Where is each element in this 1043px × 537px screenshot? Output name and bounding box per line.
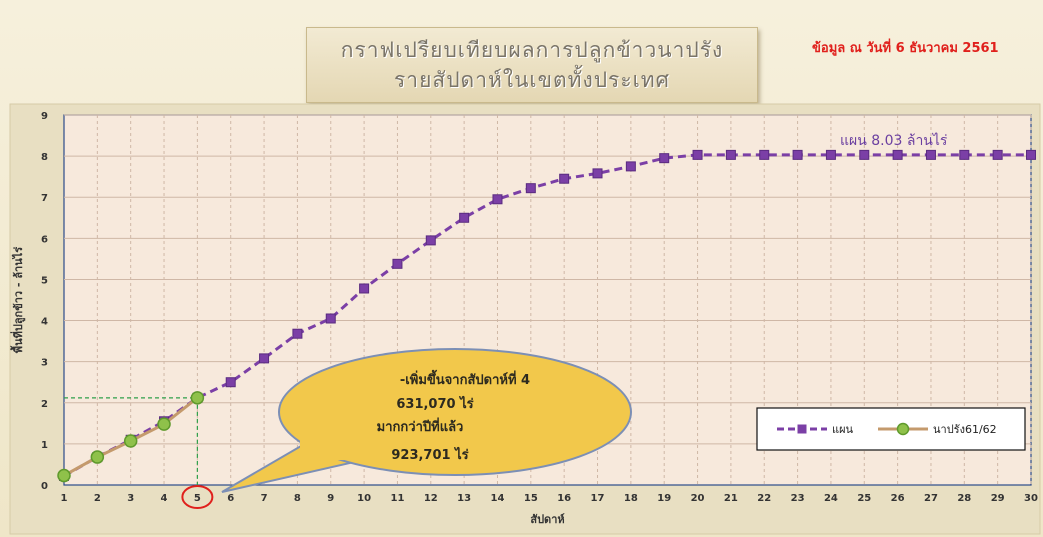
plan-point (725, 149, 736, 160)
actual-point (123, 434, 138, 448)
x-tick-label: 21 (724, 493, 738, 504)
x-tick-label: 23 (791, 493, 805, 504)
plan-point (792, 149, 803, 160)
x-tick-label: 17 (591, 493, 605, 504)
chart-title-line-1: กราฟเปรียบเทียบผลการปลูกข้าวนาปรัง (340, 38, 724, 62)
y-tick-label: 2 (41, 399, 48, 410)
plan-point (825, 149, 836, 160)
x-tick-label: 24 (824, 493, 838, 504)
x-tick-label: 11 (390, 493, 404, 504)
x-tick-label: 9 (327, 493, 334, 504)
plan-point (859, 149, 870, 160)
plan-point (325, 313, 336, 324)
highlight-circle (181, 485, 214, 509)
y-tick-label: 1 (41, 440, 48, 451)
plan-point (1026, 149, 1036, 160)
x-tick-label: 28 (957, 493, 971, 504)
legend-actual-label: นาปรัง61/62 (933, 423, 997, 436)
plan-point (392, 258, 403, 269)
actual-point (57, 468, 71, 483)
x-tick-label: 10 (357, 493, 371, 504)
actual-point (190, 391, 205, 405)
x-tick-label: 1 (61, 493, 68, 504)
y-axis-title: พื้นที่ปลูกข้าว - ล้านไร่ (10, 247, 26, 353)
x-tick-label: 2 (94, 493, 101, 504)
x-tick-label: 16 (557, 493, 571, 504)
plan-point (925, 149, 936, 160)
chart-title-line-2: รายสัปดาห์ในเขตทั้งประเทศ (394, 68, 670, 92)
y-tick-label: 7 (41, 193, 48, 204)
data-date-note: ข้อมูล ณ วันที่ 6 ธันวาคม 2561 (812, 41, 999, 56)
x-tick-label: 14 (491, 493, 505, 504)
legend-plan-marker (797, 424, 807, 434)
plan-point (659, 153, 670, 164)
y-tick-label: 4 (41, 317, 48, 328)
x-tick-label: 29 (991, 493, 1005, 504)
plan-point (625, 161, 636, 172)
plan-point (592, 168, 603, 179)
callout-line-4: 923,701 ไร่ (391, 446, 468, 463)
y-tick-label: 3 (41, 358, 48, 369)
x-tick-label: 30 (1024, 493, 1038, 504)
plan-point (992, 149, 1003, 160)
x-tick-label: 22 (757, 493, 771, 504)
y-tick-label: 0 (41, 481, 48, 492)
callout-line-2: 631,070 ไร่ (396, 395, 473, 412)
legend-plan-label: แผน (832, 423, 854, 436)
callout-line-1: -เพิ่มขึ้นจากสัปดาห์ที่ 4 (400, 369, 530, 388)
plan-point (225, 377, 236, 388)
plan-point (959, 149, 970, 160)
callout-bubble: -เพิ่มขึ้นจากสัปดาห์ที่ 4 631,070 ไร่มากก… (221, 348, 632, 493)
plan-point (892, 149, 903, 160)
x-tick-label: 15 (524, 493, 538, 504)
plan-point (359, 283, 370, 294)
x-tick-label: 26 (891, 493, 905, 504)
x-tick-label: 19 (657, 493, 671, 504)
legend: แผน นาปรัง61/62 (756, 407, 1026, 451)
y-tick-label: 5 (41, 275, 48, 286)
plan-point (692, 149, 703, 160)
plan-point (425, 235, 436, 246)
actual-point (157, 417, 171, 431)
plan-point (525, 183, 536, 194)
x-axis-title: สัปดาห์ (530, 513, 564, 526)
plan-point (759, 149, 770, 160)
x-tick-label: 3 (127, 493, 134, 504)
x-tick-label: 13 (457, 493, 471, 504)
chart-title-box: กราฟเปรียบเทียบผลการปลูกข้าวนาปรัง รายสั… (306, 27, 758, 103)
plan-point (559, 173, 570, 184)
x-tick-label: 25 (857, 493, 871, 504)
callout-seam (300, 432, 390, 460)
x-tick-label: 5 (194, 493, 201, 504)
y-tick-label: 6 (41, 234, 48, 245)
x-tick-label: 6 (227, 493, 234, 504)
x-tick-label: 8 (294, 493, 301, 504)
series-line-plan (63, 153, 1031, 478)
y-tick-label: 9 (41, 111, 48, 122)
x-tick-label: 7 (261, 493, 268, 504)
legend-actual-marker (896, 422, 910, 436)
x-tick-label: 4 (161, 493, 168, 504)
plan-point (259, 353, 270, 364)
x-tick-label: 18 (624, 493, 638, 504)
plan-point (292, 328, 303, 339)
x-tick-label: 12 (424, 493, 438, 504)
y-tick-label: 8 (41, 152, 48, 163)
plan-annotation: แผน 8.03 ล้านไร่ (840, 132, 948, 149)
actual-point (90, 450, 105, 464)
x-tick-label: 20 (691, 493, 705, 504)
callout-line-3: มากกว่าปีที่แล้ว (377, 417, 464, 435)
plan-point (459, 212, 470, 223)
x-tick-label: 27 (924, 493, 938, 504)
plan-point (492, 194, 503, 205)
